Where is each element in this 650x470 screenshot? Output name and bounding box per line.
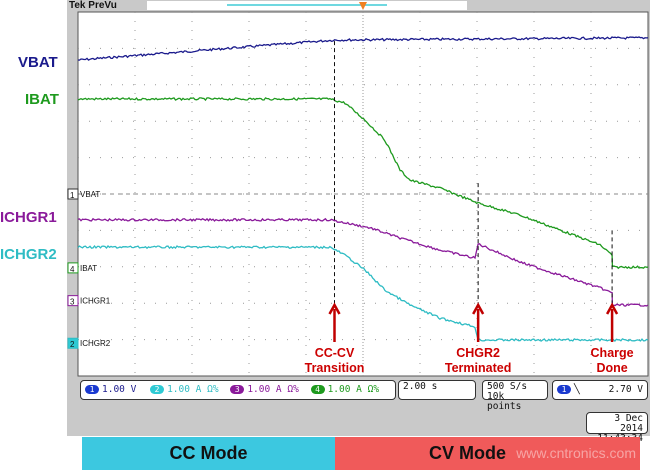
vertical-settings[interactable]: 1 1.00 V 2 1.00 A Ω% 3 1.00 A Ω% 4 1.00 A Ω%	[80, 380, 396, 400]
channel-marker-1	[67, 188, 79, 200]
record-window	[227, 4, 387, 6]
datetime-box: 3 Dec 201411:43:34	[586, 412, 648, 444]
channel-marker-3	[67, 295, 79, 307]
acquisition-box[interactable]: 500 S/s 10k points	[482, 380, 548, 412]
annotation-label: CHGR2 Terminated	[433, 346, 523, 376]
channel-marker-4	[67, 262, 79, 274]
ch1-badge: 1	[85, 385, 99, 394]
trace-ichgr2	[77, 244, 649, 343]
red-arrow-head-icon	[328, 302, 341, 315]
cv-mode-band: CV Mode www.cntronics.com	[335, 437, 640, 470]
red-arrow-head-icon	[472, 302, 485, 315]
red-arrow-head-icon	[605, 302, 619, 315]
trace-vbat	[77, 36, 649, 61]
timebase: 2.00 s	[403, 381, 438, 392]
channel-marker-2	[67, 337, 79, 349]
label-ibat: IBAT	[25, 91, 59, 108]
ch3-scale: 1.00 A	[247, 384, 282, 395]
brand: Tek	[69, 0, 86, 11]
label-vbat: VBAT	[18, 54, 58, 71]
annotation-line: Done	[596, 361, 628, 375]
annotation-label: Charge Done	[567, 346, 650, 376]
ch1-scale: 1.00 V	[102, 384, 137, 395]
channel-marker-label: VBAT	[80, 190, 100, 199]
trigger-box[interactable]: 1 ╲ 2.70 V	[552, 380, 648, 400]
ch3-coupling: Ω%	[287, 384, 299, 395]
brand-label: Tek PreVu	[69, 0, 117, 11]
trigger-source-badge: 1	[557, 385, 571, 394]
trace-ichgr1	[77, 217, 649, 307]
channel-marker-label: ICHGR2	[80, 339, 111, 348]
sample-rate: 500 S/s	[487, 381, 528, 392]
channel-marker-num: 3	[70, 298, 75, 307]
cc-mode-band: CC Mode	[82, 437, 335, 470]
timebase-box[interactable]: 2.00 s	[398, 380, 476, 400]
channel-marker-num: 4	[70, 265, 75, 274]
ch4-badge: 4	[310, 385, 325, 394]
trace-ibat	[77, 97, 648, 270]
annotation-line: CHGR2	[456, 346, 500, 360]
ch2-coupling: Ω%	[207, 384, 219, 395]
channel-marker-label: IBAT	[80, 264, 97, 273]
annotation-line: Transition	[304, 361, 365, 375]
annotation-line: CC-CV	[314, 346, 355, 360]
ch3-badge: 3	[230, 385, 245, 394]
ch2-badge: 2	[150, 385, 165, 394]
channel-marker-label: ICHGR1	[80, 297, 111, 306]
label-ichgr2: ICHGR2	[0, 246, 57, 263]
ch2-scale: 1.00 A	[167, 384, 202, 395]
cv-mode-label: CV Mode	[428, 443, 506, 463]
ch4-scale: 1.00 A	[327, 384, 362, 395]
record-view-bar	[147, 1, 467, 10]
ch4-coupling: Ω%	[367, 384, 380, 395]
top-bar: Tek PreVu	[67, 0, 650, 11]
date: 3 Dec 2014	[614, 413, 643, 434]
channel-marker-num: 2	[70, 340, 75, 349]
trigger-level: 2.70 V	[608, 384, 643, 395]
trigger-position-icon	[359, 2, 367, 10]
channel-marker-num: 1	[70, 191, 75, 200]
watermark: www.cntronics.com	[516, 445, 636, 461]
prevu-label: PreVu	[88, 0, 117, 11]
record-length: 10k points	[487, 391, 522, 412]
annotation-line: Terminated	[444, 361, 512, 375]
annotation-label: CC-CV Transition	[290, 346, 380, 376]
annotation-line: Charge	[590, 346, 634, 360]
label-ichgr1: ICHGR1	[0, 209, 57, 226]
falling-edge-icon: ╲	[574, 384, 580, 395]
